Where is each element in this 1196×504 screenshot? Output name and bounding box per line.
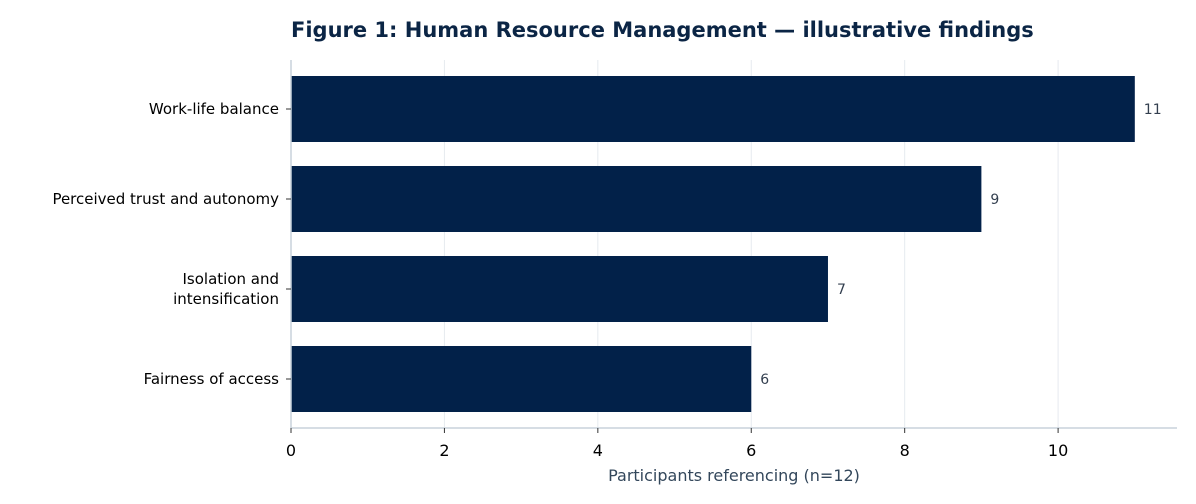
x-axis-title: Participants referencing (n=12) xyxy=(608,466,860,485)
category-labels: Work-life balance Perceived trust and aut… xyxy=(52,100,291,388)
value-label: 11 xyxy=(1144,102,1162,118)
bar xyxy=(291,346,752,412)
x-tick-label: 2 xyxy=(439,441,449,460)
value-label: 7 xyxy=(837,282,846,298)
x-tick-label: 10 xyxy=(1048,441,1068,460)
value-labels: 11 9 7 6 xyxy=(760,102,1161,388)
bar xyxy=(291,76,1135,142)
bar xyxy=(291,166,982,232)
value-label: 6 xyxy=(760,372,769,388)
category-label: Fairness of access xyxy=(144,370,280,388)
bar xyxy=(291,256,828,322)
chart-title: Figure 1: Human Resource Management — il… xyxy=(291,18,1034,42)
category-label-line: Perceived trust and autonomy xyxy=(52,190,279,208)
x-tick-label: 4 xyxy=(593,441,603,460)
category-label-line: intensification xyxy=(173,290,279,308)
x-ticks: 0 2 4 6 8 10 xyxy=(286,428,1068,460)
category-label-line: Fairness of access xyxy=(144,370,280,388)
value-label: 9 xyxy=(990,192,999,208)
x-tick-label: 8 xyxy=(900,441,910,460)
x-tick-label: 6 xyxy=(746,441,756,460)
category-label: Work-life balance xyxy=(149,100,279,118)
category-label-line: Isolation and xyxy=(183,270,280,288)
x-tick-label: 0 xyxy=(286,441,296,460)
category-label: Isolation and intensification xyxy=(173,270,279,308)
category-label-line: Work-life balance xyxy=(149,100,279,118)
category-label: Perceived trust and autonomy xyxy=(52,190,279,208)
bars xyxy=(291,76,1135,412)
axes xyxy=(290,60,1177,429)
